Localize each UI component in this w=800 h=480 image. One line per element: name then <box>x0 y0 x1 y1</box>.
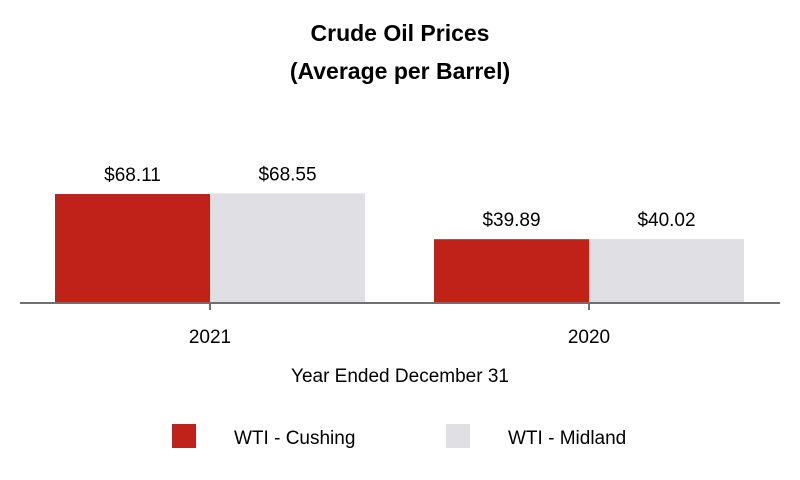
bar-wti-cushing-2021 <box>55 194 210 303</box>
chart-title-line-2: (Average per Barrel) <box>290 58 510 84</box>
x-tick-label: 2021 <box>189 327 231 348</box>
x-axis-label: Year Ended December 31 <box>291 366 509 387</box>
bar-wti-midland-2021 <box>210 193 365 303</box>
x-tick-label: 2020 <box>568 327 610 348</box>
plot-area: $68.11 $39.89 $68.55 $40.02 2021 2020 <box>20 164 780 348</box>
legend-swatch <box>446 424 470 448</box>
bar-wti-midland-2020 <box>589 238 744 303</box>
data-label: $68.11 <box>104 165 161 186</box>
bar-wti-cushing-2020 <box>434 239 589 303</box>
data-label: $68.55 <box>258 164 316 185</box>
data-label: $40.02 <box>637 210 695 231</box>
legend: WTI - Cushing WTI - Midland <box>172 424 626 449</box>
chart-title-line-1: Crude Oil Prices <box>311 20 490 46</box>
legend-label: WTI - Midland <box>508 428 626 449</box>
data-label: $39.89 <box>482 210 540 231</box>
legend-label: WTI - Cushing <box>234 428 355 449</box>
legend-swatch <box>172 424 196 448</box>
